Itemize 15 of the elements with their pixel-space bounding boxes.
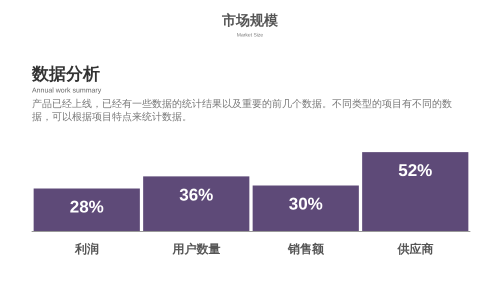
data-label: 30% (288, 194, 323, 214)
data-label: 36% (179, 185, 214, 204)
bar (252, 186, 359, 231)
data-label: 28% (70, 198, 104, 217)
text: 产品已经上线，已经有一些数据的统计结果以及重要的前几个数据。不同类型的项目有不同的数据，可以根据项目特点来统计数据。 (32, 98, 452, 123)
x-tick-label: 利润 (74, 242, 99, 256)
x-tick-label: 用户数量 (171, 242, 220, 256)
data-label: 52% (398, 161, 432, 180)
bar (143, 176, 250, 231)
bar (34, 188, 140, 231)
chart-title: 市场规模 (221, 12, 279, 28)
x-tick-label: 供应商 (396, 242, 434, 256)
bar (362, 152, 468, 231)
x-tick-label: 销售额 (286, 242, 325, 256)
text: 数据分析 (31, 64, 100, 84)
